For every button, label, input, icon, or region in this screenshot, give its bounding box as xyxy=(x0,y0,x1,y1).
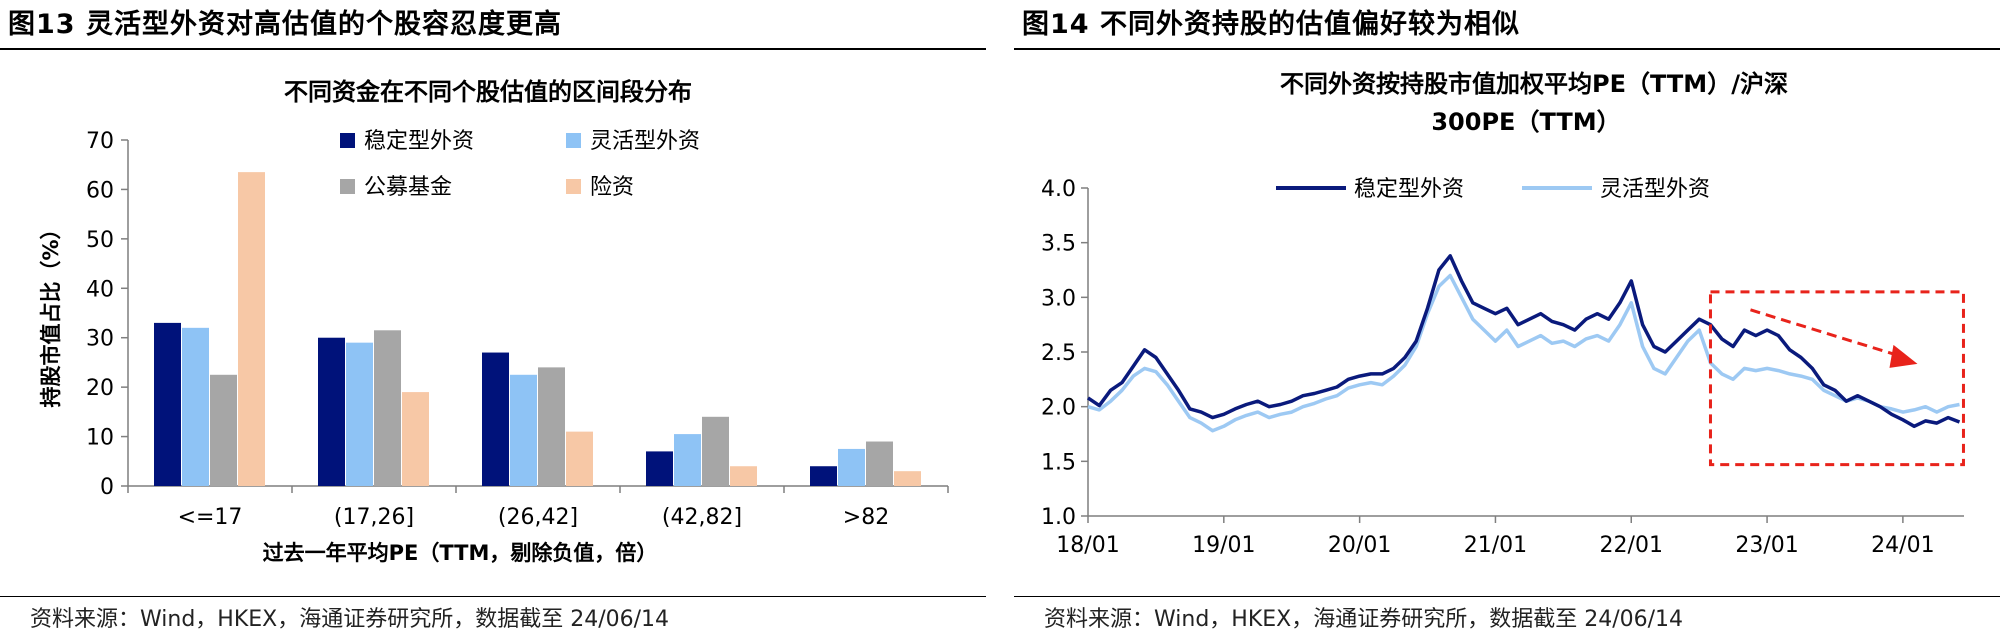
y-tick-label: 10 xyxy=(86,426,114,451)
legend-label-1: 灵活型外资 xyxy=(1600,177,1710,202)
title-divider xyxy=(1014,48,2000,50)
bar-1-1 xyxy=(346,342,373,486)
title-divider xyxy=(0,48,986,50)
bar-2-1 xyxy=(374,330,401,486)
bar-3-1 xyxy=(402,392,429,486)
legend-label-0: 稳定型外资 xyxy=(1354,177,1464,202)
x-tick-label: (26,42] xyxy=(498,505,578,530)
x-tick-label: 22/01 xyxy=(1600,533,1663,558)
legend-swatch-1 xyxy=(566,133,581,148)
x-tick-label: (42,82] xyxy=(662,505,742,530)
bar-2-0 xyxy=(210,374,237,486)
highlight-box xyxy=(1708,290,1965,467)
figure-title: 图14 不同外资持股的估值偏好较为相似 xyxy=(1022,9,1520,40)
legend-swatch-0 xyxy=(340,133,355,148)
bar-1-3 xyxy=(674,434,701,486)
source-divider xyxy=(0,596,986,597)
y-tick-label: 60 xyxy=(86,178,114,203)
y-tick-label: 30 xyxy=(86,327,114,352)
y-tick-label: 1.0 xyxy=(1041,505,1076,530)
y-tick-label: 2.0 xyxy=(1041,396,1076,421)
source-divider xyxy=(1014,596,2000,597)
chart-title-line1: 不同外资按持股市值加权平均PE（TTM）/沪深 xyxy=(1280,70,1788,98)
y-tick-label: 20 xyxy=(86,376,114,401)
x-tick-label: 21/01 xyxy=(1464,533,1527,558)
bar-0-0 xyxy=(154,322,181,486)
y-tick-label: 3.0 xyxy=(1041,286,1076,311)
legend-label-3: 险资 xyxy=(590,175,634,200)
x-tick-label: 20/01 xyxy=(1328,533,1391,558)
x-tick-label: <=17 xyxy=(178,505,243,530)
legend-label-0: 稳定型外资 xyxy=(364,129,474,154)
legend-label-2: 公募基金 xyxy=(364,175,452,200)
y-tick-label: 50 xyxy=(86,228,114,253)
bar-1-4 xyxy=(838,448,865,486)
y-tick-label: 2.5 xyxy=(1041,341,1076,366)
chart-title: 不同资金在不同个股估值的区间段分布 xyxy=(284,78,692,106)
x-tick-label: 23/01 xyxy=(1735,533,1798,558)
bar-0-2 xyxy=(482,352,509,486)
y-tick-label: 4.0 xyxy=(1041,177,1076,202)
bar-1-0 xyxy=(182,327,209,486)
line-chart: 不同外资按持股市值加权平均PE（TTM）/沪深 300PE（TTM） 1.0 1.5 2… xyxy=(1041,70,1965,558)
bar-3-2 xyxy=(566,431,593,486)
y-axis-label: 持股市值占比（%） xyxy=(39,218,63,407)
trend-arrow-head xyxy=(1889,344,1918,368)
y-tick-label: 70 xyxy=(86,129,114,154)
y-tick-label: 0 xyxy=(100,475,114,500)
trend-arrow-shaft xyxy=(1750,308,1900,358)
series-line-0 xyxy=(1087,254,1961,429)
bar-1-2 xyxy=(510,374,537,486)
bar-2-2 xyxy=(538,367,565,486)
bar-chart: 不同资金在不同个股估值的区间段分布 0 10 20 30 40 50 60 70 <=17 (17,… xyxy=(39,78,949,565)
bar-3-0 xyxy=(238,172,265,486)
x-tick-label: >82 xyxy=(843,505,889,530)
bar-3-3 xyxy=(730,466,757,486)
x-tick-label: 19/01 xyxy=(1192,533,1255,558)
bar-2-3 xyxy=(702,416,729,486)
bar-0-4 xyxy=(810,466,837,486)
legend-swatch-3 xyxy=(566,179,581,194)
source-note: 资料来源：Wind，HKEX，海通证券研究所，数据截至 24/06/14 xyxy=(1044,607,1684,632)
chart-title-line2: 300PE（TTM） xyxy=(1431,108,1620,136)
x-axis-label: 过去一年平均PE（TTM，剔除负值，倍） xyxy=(263,541,658,565)
legend-label-1: 灵活型外资 xyxy=(590,129,700,154)
x-tick-label: 18/01 xyxy=(1056,533,1119,558)
bar-3-4 xyxy=(894,471,921,486)
legend-swatch-2 xyxy=(340,179,355,194)
series-line-1 xyxy=(1087,273,1960,433)
y-tick-label: 1.5 xyxy=(1041,450,1076,475)
figure-title: 图13 灵活型外资对高估值的个股容忍度更高 xyxy=(8,9,562,40)
panel-right: 图14 不同外资持股的估值偏好较为相似 不同外资按持股市值加权平均PE（TTM）… xyxy=(1014,0,2000,636)
bar-0-1 xyxy=(318,337,345,486)
x-tick-label: (17,26] xyxy=(334,505,414,530)
bar-2-4 xyxy=(866,441,893,486)
x-tick-label: 24/01 xyxy=(1871,533,1934,558)
y-tick-label: 3.5 xyxy=(1041,232,1076,257)
y-tick-label: 40 xyxy=(86,277,114,302)
panel-left: 图13 灵活型外资对高估值的个股容忍度更高 不同资金在不同个股估值的区间段分布 0… xyxy=(0,0,986,636)
source-note: 资料来源：Wind，HKEX，海通证券研究所，数据截至 24/06/14 xyxy=(30,607,670,632)
bar-0-3 xyxy=(646,451,673,486)
